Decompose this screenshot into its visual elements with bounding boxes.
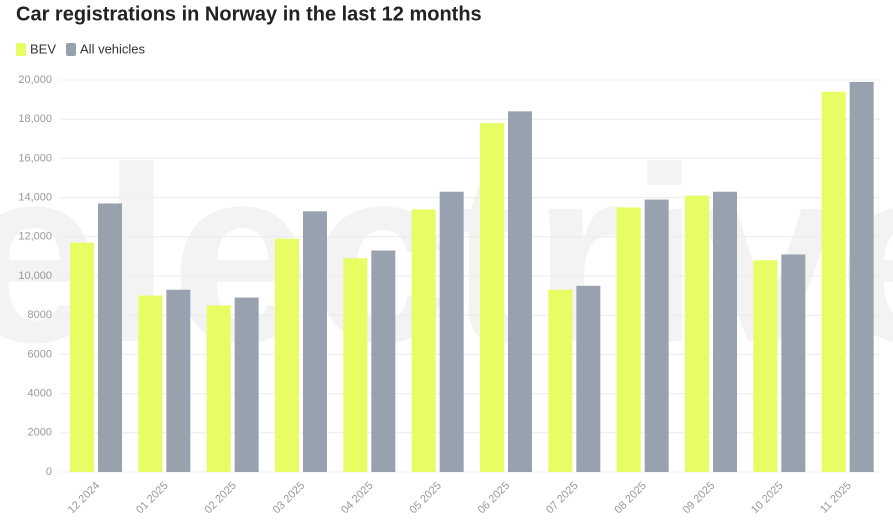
bar: [70, 242, 94, 472]
x-tick-label: 12 2024: [66, 480, 103, 517]
bar: [371, 250, 396, 472]
x-tick-label: 06 2025: [476, 480, 513, 517]
legend-label: BEV: [30, 41, 56, 56]
legend-swatch: [66, 43, 77, 56]
bar: [685, 195, 709, 472]
x-tick-label: 09 2025: [681, 480, 718, 517]
bar: [821, 91, 846, 472]
x-tick-label: 08 2025: [612, 480, 649, 517]
x-tick-label: 11 2025: [818, 480, 854, 516]
bar: [303, 211, 327, 472]
legend-label: All vehicles: [80, 41, 146, 56]
x-tick-label: 01 2025: [134, 480, 171, 517]
bar: [439, 191, 464, 472]
x-tick-label: 04 2025: [339, 480, 376, 517]
y-tick-label: 14,000: [18, 192, 52, 204]
x-tick-label: 02 2025: [202, 480, 239, 517]
y-tick-label: 0: [46, 466, 52, 478]
y-tick-label: 8000: [28, 309, 52, 321]
bar: [713, 191, 737, 472]
bar: [411, 209, 436, 473]
bar: [343, 258, 368, 472]
bar: [849, 81, 874, 473]
y-tick-label: 12,000: [18, 231, 52, 243]
y-tick-label: 20,000: [18, 74, 52, 86]
x-tick-label: 03 2025: [271, 480, 308, 517]
bar: [98, 203, 122, 473]
y-tick-label: 4000: [28, 388, 52, 400]
x-tick-label: 10 2025: [749, 480, 786, 517]
bar: [206, 305, 231, 472]
bar: [480, 123, 504, 473]
y-tick-label: 18,000: [18, 113, 52, 125]
bar: [275, 238, 299, 472]
chart-title: Car registrations in Norway in the last …: [16, 3, 482, 25]
bar: [616, 207, 641, 472]
y-tick-label: 10,000: [18, 270, 52, 282]
bar: [138, 295, 163, 472]
y-tick-label: 16,000: [18, 152, 52, 164]
bar: [508, 111, 532, 473]
x-tick-label: 07 2025: [544, 480, 581, 517]
bar: [781, 254, 806, 472]
bar: [234, 297, 259, 472]
bar: [548, 289, 573, 472]
legend-swatch: [16, 43, 26, 56]
y-tick-label: 6000: [28, 348, 52, 360]
bar: [576, 285, 601, 472]
bar: [166, 289, 191, 472]
bar: [644, 199, 669, 472]
bar: [753, 260, 778, 472]
y-tick-label: 2000: [28, 427, 52, 439]
x-tick-label: 05 2025: [407, 480, 444, 517]
